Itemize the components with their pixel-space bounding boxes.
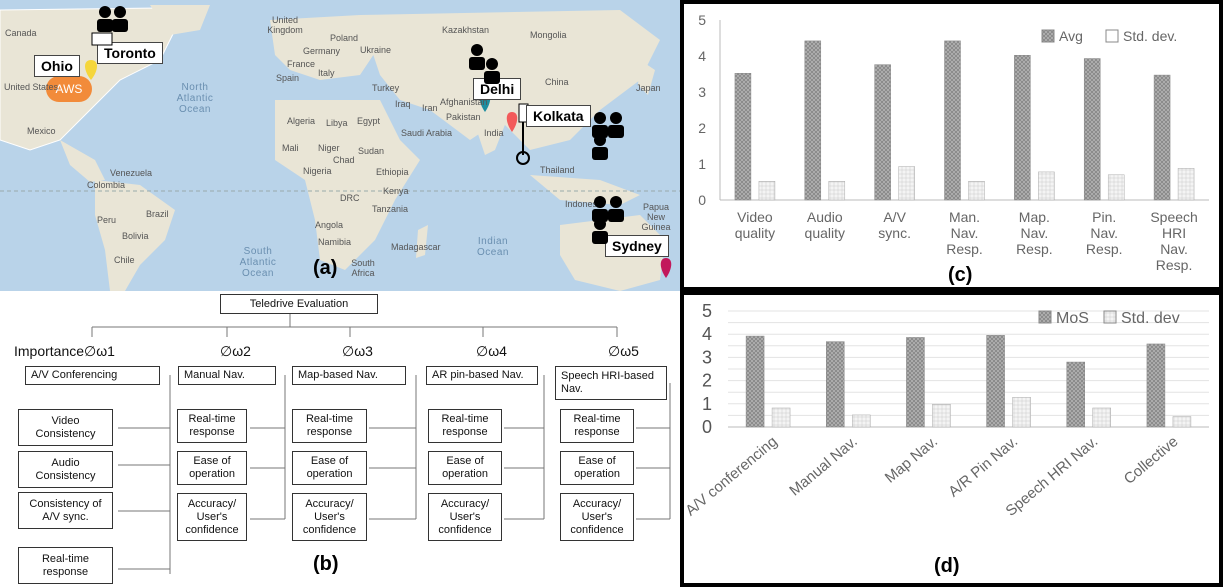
nav-item: Accuracy/ User's confidence: [560, 493, 634, 541]
bar-avg: [945, 41, 961, 200]
legend-swatch-mos: [1039, 311, 1051, 323]
weight-w2: ∅ω2: [220, 343, 251, 360]
weight-w4: ∅ω4: [476, 343, 507, 360]
panel-tag-d: (d): [934, 555, 960, 578]
bar-std-dev: [1108, 175, 1124, 200]
weight-w5: ∅ω5: [608, 343, 639, 360]
x-tick-label: Audio quality: [805, 209, 845, 241]
bar-std-dev: [932, 404, 950, 427]
x-tick-label: Video quality: [735, 209, 775, 241]
x-tick-label: Manual Nav.: [786, 433, 861, 499]
bar-std-dev: [759, 181, 775, 200]
bar-avg: [735, 73, 751, 200]
bar-std-dev: [969, 181, 985, 200]
av-item: Real-time response: [18, 547, 113, 584]
x-tick-label: A/V sync.: [878, 209, 911, 241]
bar-mos: [826, 342, 844, 427]
legend-swatch-std-dev: [1106, 30, 1118, 42]
evaluation-tree-panel: Teledrive Evaluation Importance ∅ω1 ∅ω2 …: [0, 291, 680, 587]
category-manual-nav: Manual Nav.: [178, 366, 276, 385]
bar-mos: [1147, 344, 1165, 427]
legend-label-avg: Avg: [1059, 28, 1083, 44]
x-tick-label: Map. Nav. Resp.: [1016, 209, 1053, 257]
importance-label: Importance: [14, 343, 84, 359]
y-tick-label: 5: [702, 301, 712, 321]
x-tick-label: Map Nav.: [882, 433, 941, 487]
y-tick-label: 3: [702, 347, 712, 367]
nav-item: Ease of operation: [177, 451, 247, 485]
y-tick-label: 0: [702, 417, 712, 437]
bar-mos: [906, 337, 924, 427]
panel-tag-c: (c): [948, 264, 972, 287]
legend-swatch-avg: [1042, 30, 1054, 42]
bar-mos: [1067, 362, 1085, 427]
chart-c: 0 1 2 3 4 5 Video quality Audio quality A/V sync. Ma…: [684, 4, 1219, 287]
bar-std-dev: [1173, 417, 1191, 427]
x-tick-label: Collective: [1121, 433, 1182, 488]
bar-avg: [1084, 59, 1100, 200]
weight-w1: ∅ω1: [84, 343, 115, 360]
av-item: Audio Consistency: [18, 451, 113, 488]
nav-item: Accuracy/ User's confidence: [177, 493, 247, 541]
bar-std-dev: [899, 167, 915, 200]
x-tick-label: Speech HRI Nav. Resp.: [1150, 209, 1197, 273]
nav-item: Real-time response: [177, 409, 247, 443]
bar-std-dev: [1093, 408, 1111, 427]
category-speech-nav: Speech HRI-based Nav.: [555, 366, 667, 400]
bar-avg: [875, 65, 891, 200]
category-ar-pin-nav: AR pin-based Nav.: [426, 366, 538, 385]
chart-c-panel: 0 1 2 3 4 5 Video quality Audio quality A/V sync. Ma…: [680, 0, 1223, 291]
y-tick-label: 0: [698, 192, 706, 208]
chart-d: 0 1 2 3 4 5 A/V conferencing Manual Nav. Map Nav…: [684, 295, 1219, 583]
bar-std-dev: [772, 408, 790, 427]
weight-w3: ∅ω3: [342, 343, 373, 360]
nav-item: Ease of operation: [428, 451, 502, 485]
bar-avg: [805, 41, 821, 200]
nav-item: Accuracy/ User's confidence: [428, 493, 502, 541]
bar-mos: [746, 336, 764, 427]
av-item: Video Consistency: [18, 409, 113, 446]
y-tick-label: 4: [702, 324, 712, 344]
bar-std-dev: [1178, 168, 1194, 200]
world-map-panel: AWS Ohio Toronto Delhi Kolkata Sydney Ca…: [0, 0, 680, 291]
bar-mos: [987, 335, 1005, 427]
bar-avg: [1014, 55, 1030, 200]
x-tick-label: Man. Nav. Resp.: [946, 209, 983, 257]
y-tick-label: 5: [698, 12, 706, 28]
tree-root: Teledrive Evaluation: [220, 294, 378, 314]
bar-avg: [1154, 75, 1170, 200]
remote-user-icons: [0, 0, 680, 291]
panel-tag-a: (a): [313, 257, 337, 280]
category-av-conferencing: A/V Conferencing: [25, 366, 160, 385]
panel-tag-b: (b): [313, 553, 339, 576]
nav-item: Ease of operation: [560, 451, 634, 485]
bar-std-dev: [1013, 397, 1031, 427]
chart-d-panel: 0 1 2 3 4 5 A/V conferencing Manual Nav. Map Nav…: [680, 291, 1223, 587]
legend-label-std-dev: Std. dev: [1121, 310, 1180, 327]
nav-item: Real-time response: [292, 409, 367, 443]
x-tick-label: A/R Pin Nav.: [945, 433, 1021, 500]
category-map-nav: Map-based Nav.: [292, 366, 406, 385]
legend-swatch-std-dev: [1104, 311, 1116, 323]
av-item: Consistency of A/V sync.: [18, 492, 113, 529]
nav-item: Accuracy/ User's confidence: [292, 493, 367, 541]
y-tick-label: 1: [698, 156, 706, 172]
nav-item: Real-time response: [428, 409, 502, 443]
bar-std-dev: [852, 415, 870, 427]
nav-item: Real-time response: [560, 409, 634, 443]
y-tick-label: 3: [698, 84, 706, 100]
legend-label-std-dev: Std. dev.: [1123, 28, 1177, 44]
bar-std-dev: [829, 181, 845, 200]
y-tick-label: 2: [698, 120, 706, 136]
y-tick-label: 4: [698, 48, 706, 64]
bar-std-dev: [1038, 172, 1054, 200]
x-tick-label: Pin. Nav. Resp.: [1086, 209, 1123, 257]
y-tick-label: 2: [702, 371, 712, 391]
y-tick-label: 1: [702, 394, 712, 414]
nav-item: Ease of operation: [292, 451, 367, 485]
legend-label-mos: MoS: [1056, 310, 1089, 327]
x-tick-label: A/V conferencing: [684, 433, 781, 519]
